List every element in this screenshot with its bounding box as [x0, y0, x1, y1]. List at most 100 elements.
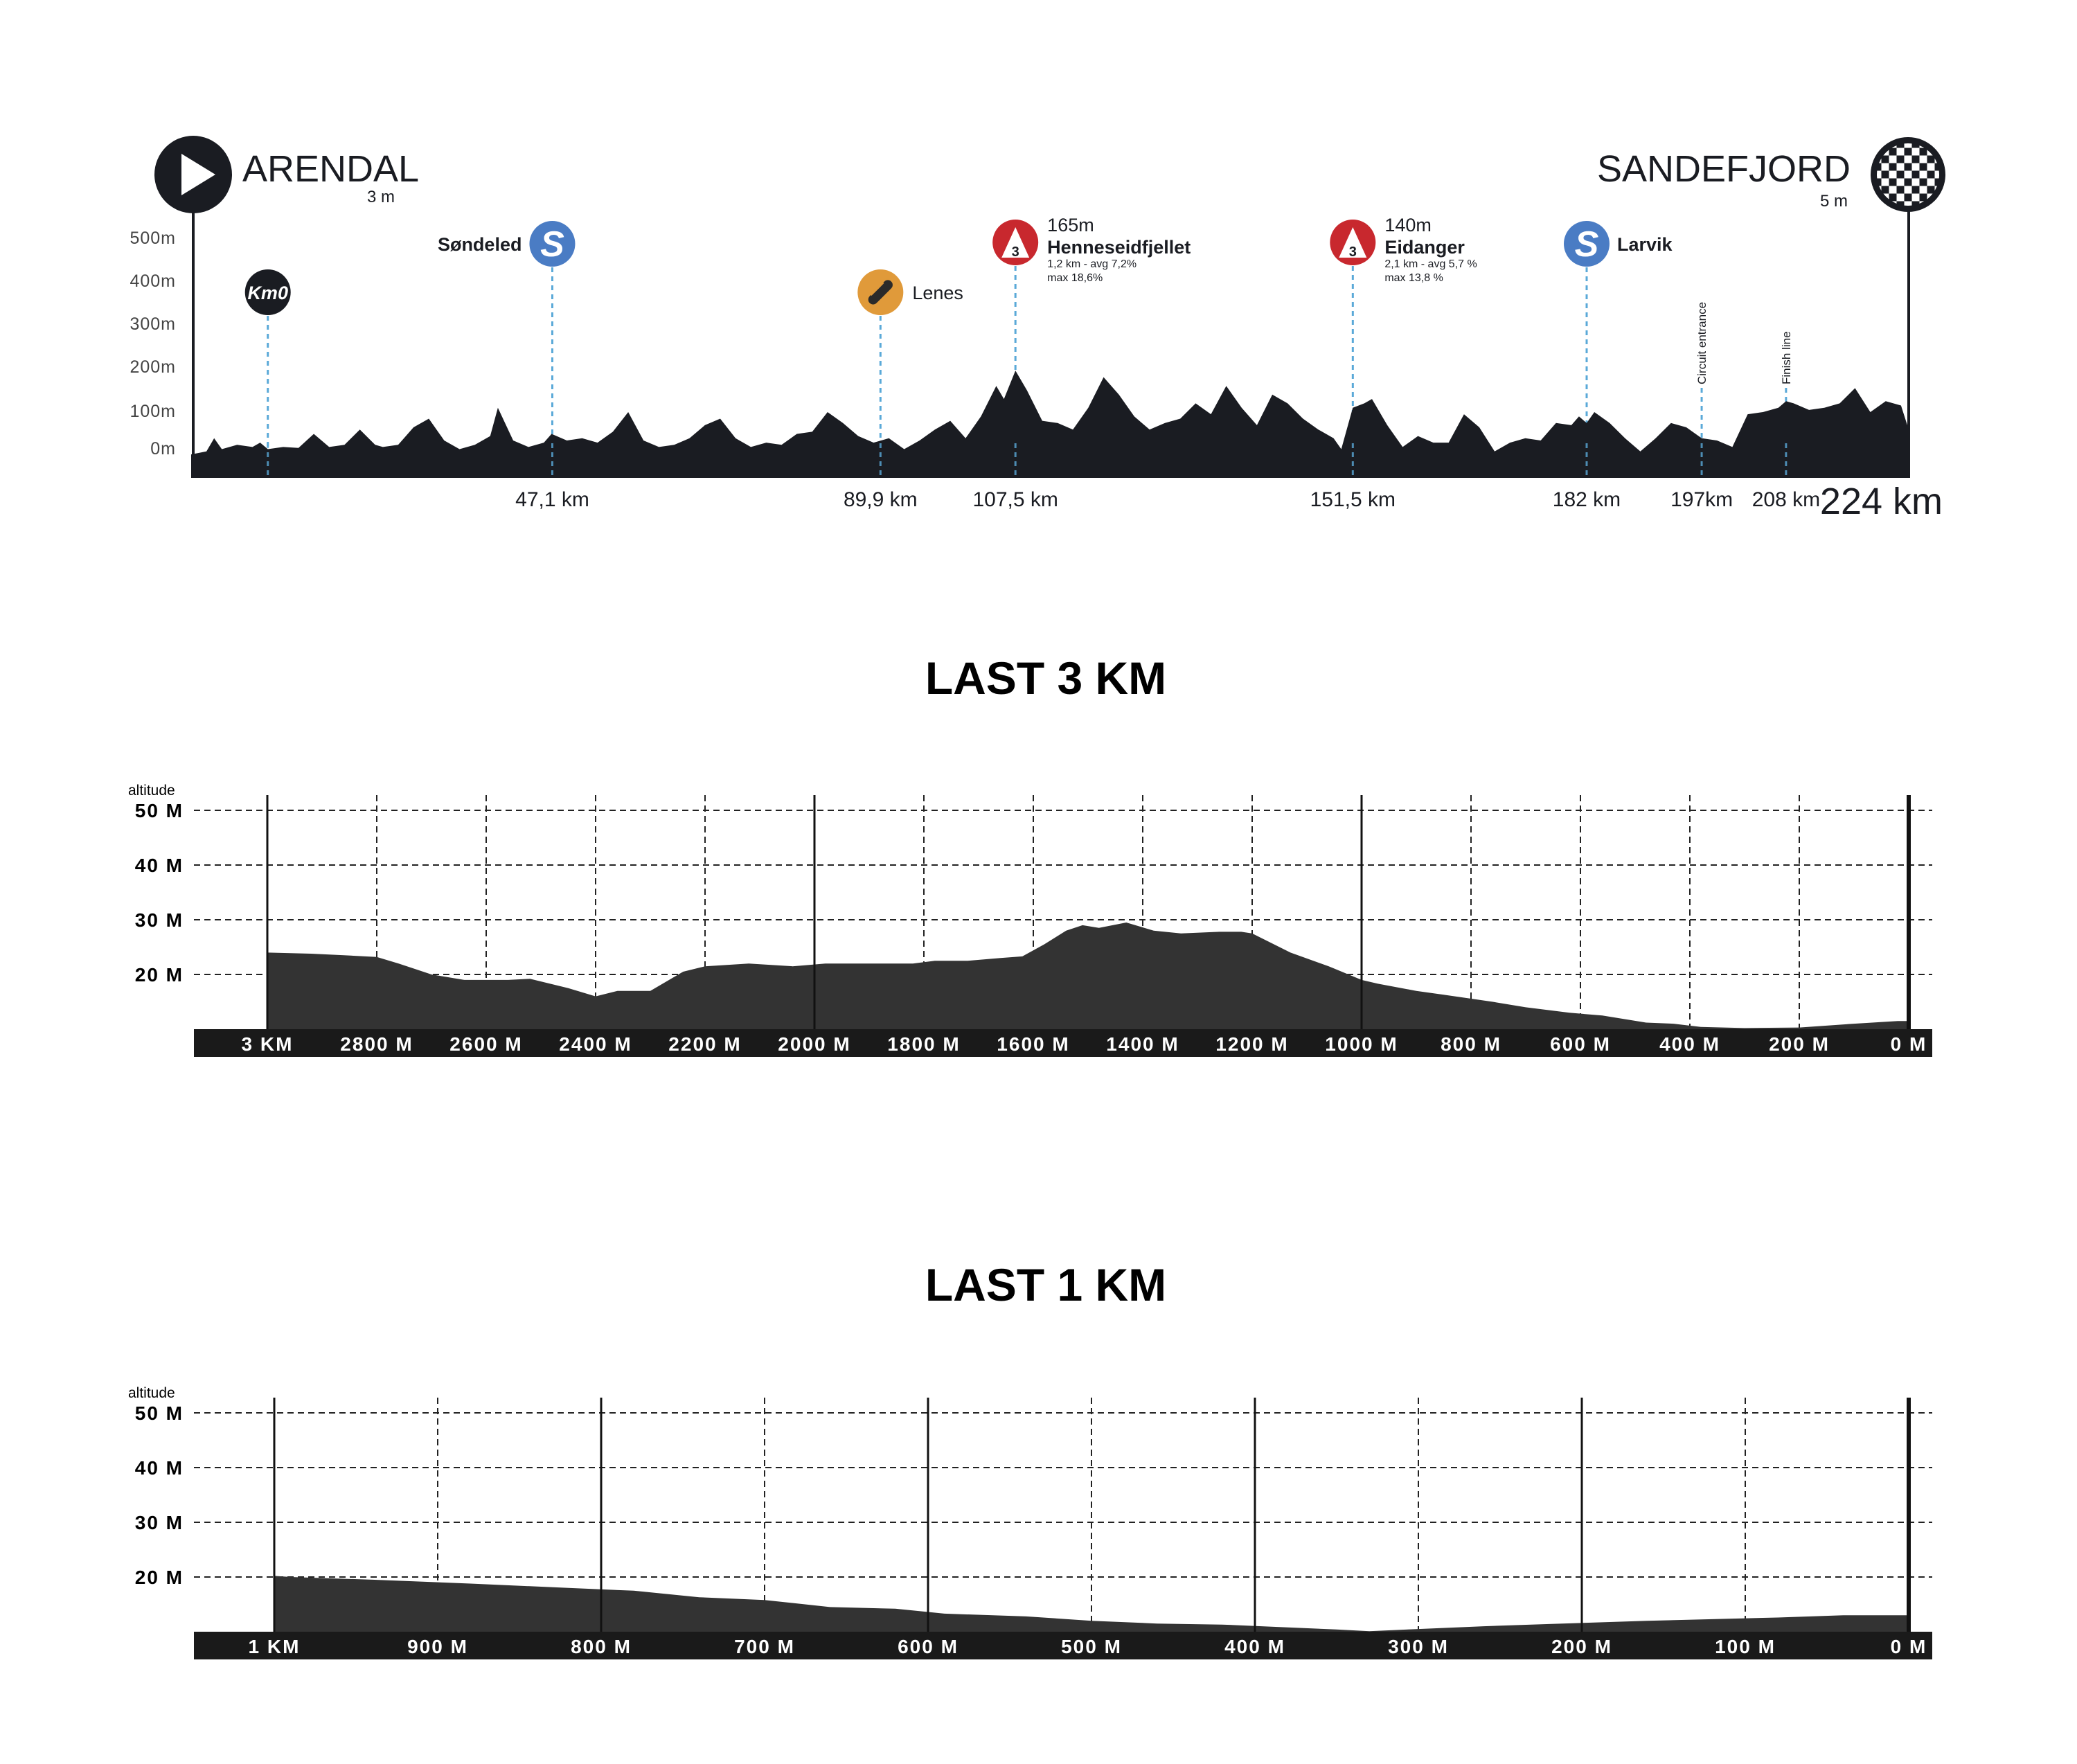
climb-category: 3 [1012, 244, 1019, 260]
feed-name: Lenes [912, 283, 963, 303]
x-tick-label: 2000 M [778, 1033, 850, 1055]
flag-square [1877, 201, 1882, 206]
x-tick-label: 600 M [898, 1636, 959, 1657]
x-tick-label: 47,1 km [515, 488, 589, 511]
sprint-letter: S [540, 224, 564, 265]
x-tick-label: 89,9 km [844, 488, 918, 511]
vertical-route-label: Circuit entrance [1695, 302, 1709, 384]
flag-square [1881, 163, 1889, 171]
y-tick-label: 50 M [135, 800, 184, 821]
x-tick-label: 1400 M [1106, 1033, 1179, 1055]
flag-square [1919, 155, 1927, 163]
flag-square [1904, 155, 1912, 163]
start-city-name: ARENDAL [242, 148, 419, 190]
x-tick-label: 3 KM [242, 1033, 294, 1055]
x-tick-label: 2800 M [340, 1033, 413, 1055]
main-elevation-area [191, 371, 1909, 478]
altitude-area [274, 1576, 1909, 1632]
x-tick-label: 2400 M [559, 1033, 632, 1055]
flag-square [1904, 143, 1912, 148]
flag-square [1866, 148, 1874, 156]
y-tick-label: 20 M [135, 1567, 184, 1588]
y-tick-label: 0m [150, 439, 176, 458]
flag-square [1943, 148, 1950, 156]
sprint-badge [1564, 221, 1610, 267]
flag-square [1927, 163, 1935, 171]
x-tick-label: 900 M [407, 1636, 468, 1657]
flag-square [1911, 193, 1920, 202]
sprint-name: Søndeled [438, 234, 522, 255]
flag-square [1896, 163, 1905, 171]
x-tick-label: 197km [1670, 488, 1733, 511]
sprint-letter: S [1575, 224, 1599, 265]
main-x-axis: 47,1 km 89,9 km 107,5 km 151,5 km 182 km 197k… [515, 488, 1820, 511]
y-tick-label: 300m [130, 314, 176, 334]
flag-square [1927, 209, 1935, 217]
x-tick-label: 151,5 km [1310, 488, 1396, 511]
x-tick-label: 182 km [1553, 488, 1621, 511]
altitude-area [267, 923, 1909, 1029]
x-tick-label: 800 M [571, 1636, 632, 1657]
checkered-flag-icon [1866, 133, 1950, 217]
x-tick-label: 208 km [1752, 488, 1820, 511]
vertical-route-label: Finish line [1780, 331, 1793, 384]
marker-lines-overlay [267, 443, 1788, 478]
flag-square [1934, 201, 1939, 206]
flag-square [1927, 133, 1935, 141]
y-tick-label: 30 M [135, 909, 184, 931]
main-y-axis: 500m 400m 300m 200m 100m 0m [130, 229, 176, 458]
climb-mountain [1001, 227, 1030, 258]
y-tick-label: 40 M [135, 855, 184, 876]
flag-square [1877, 170, 1882, 179]
feed-bar-line [870, 281, 884, 296]
sprint-badge [529, 221, 576, 267]
y-tick-label: 30 M [135, 1512, 184, 1533]
x-axis-band [194, 1632, 1932, 1659]
x-tick-label: 200 M [1551, 1636, 1612, 1657]
x-tick-label: 1600 M [997, 1033, 1069, 1055]
x-axis-band [194, 1029, 1932, 1057]
climb-mountain [1339, 227, 1367, 258]
x-tick-label: 2600 M [449, 1033, 522, 1055]
x-tick-label: 100 M [1715, 1636, 1776, 1657]
flag-square [1877, 143, 1882, 148]
km0-label: Km0 [247, 283, 288, 303]
flag-square [1889, 155, 1897, 163]
last1-title: LAST 1 KM [925, 1259, 1166, 1310]
flag-square [1896, 148, 1905, 156]
flag-square [1919, 170, 1927, 179]
flag-square [1889, 186, 1897, 194]
finish-altitude: 5 m [1820, 192, 1848, 211]
flag-square [1882, 133, 1889, 141]
sprint-icon: S Søndeled [438, 221, 576, 267]
km0-icon: Km0 [244, 269, 291, 315]
flag-square [1866, 194, 1874, 202]
flag-square [1889, 170, 1897, 179]
x-tick-label: 800 M [1441, 1033, 1501, 1055]
flag-square [1911, 178, 1920, 186]
y-tick-label: 40 M [135, 1457, 184, 1479]
total-distance: 224 km [1820, 481, 1943, 522]
feed-zone-icon: Lenes [857, 269, 963, 315]
flag-square [1866, 133, 1874, 141]
x-tick-label: 400 M [1224, 1636, 1285, 1657]
x-tick-label: 1000 M [1325, 1033, 1398, 1055]
y-tick-label: 500m [130, 229, 176, 248]
climb-max: max 18,6% [1047, 272, 1103, 284]
climb-name: Henneseidfjellet [1047, 237, 1191, 258]
flag-square [1882, 209, 1889, 217]
climb-altitude: 165m [1047, 215, 1094, 235]
climb-detail: 2,1 km - avg 5,7 % [1384, 258, 1477, 270]
flag-square [1927, 178, 1935, 186]
route-label: Finish line [1780, 331, 1793, 384]
x-tick-label: 0 M [1891, 1033, 1927, 1055]
x-tick-label: 2200 M [668, 1033, 741, 1055]
flag-square [1904, 170, 1912, 179]
y-tick-label: 20 M [135, 964, 184, 986]
x-tick-label: 700 M [734, 1636, 795, 1657]
flag-square [1881, 178, 1889, 186]
sprint-icon: S Larvik [1564, 221, 1673, 267]
climb-max: max 13,8 % [1384, 272, 1443, 284]
